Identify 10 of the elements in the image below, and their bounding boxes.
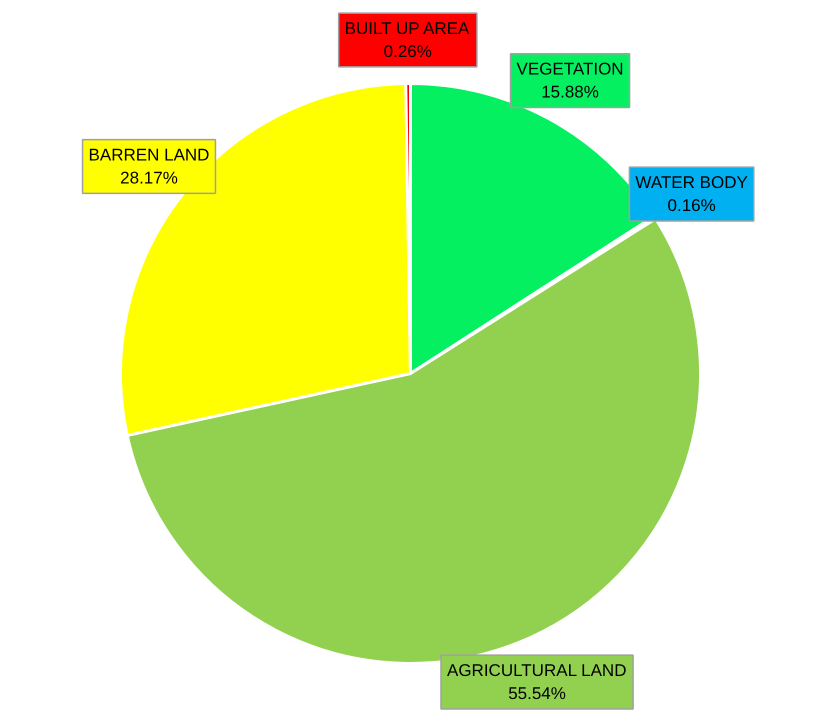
slice-label: BUILT UP AREA bbox=[344, 19, 470, 38]
data-label: 15.88% bbox=[541, 82, 599, 102]
data-label: 28.17% bbox=[120, 168, 178, 188]
slice-label: WATER BODY bbox=[635, 173, 748, 192]
data-label: 55.54% bbox=[508, 684, 566, 703]
slice-label: BARREN LAND bbox=[88, 146, 210, 165]
data-label: 0.16% bbox=[668, 196, 716, 215]
slice-label: VEGETATION bbox=[516, 60, 624, 79]
slice-label: AGRICULTURAL LAND bbox=[446, 661, 626, 680]
data-label: 0.26% bbox=[384, 42, 432, 61]
